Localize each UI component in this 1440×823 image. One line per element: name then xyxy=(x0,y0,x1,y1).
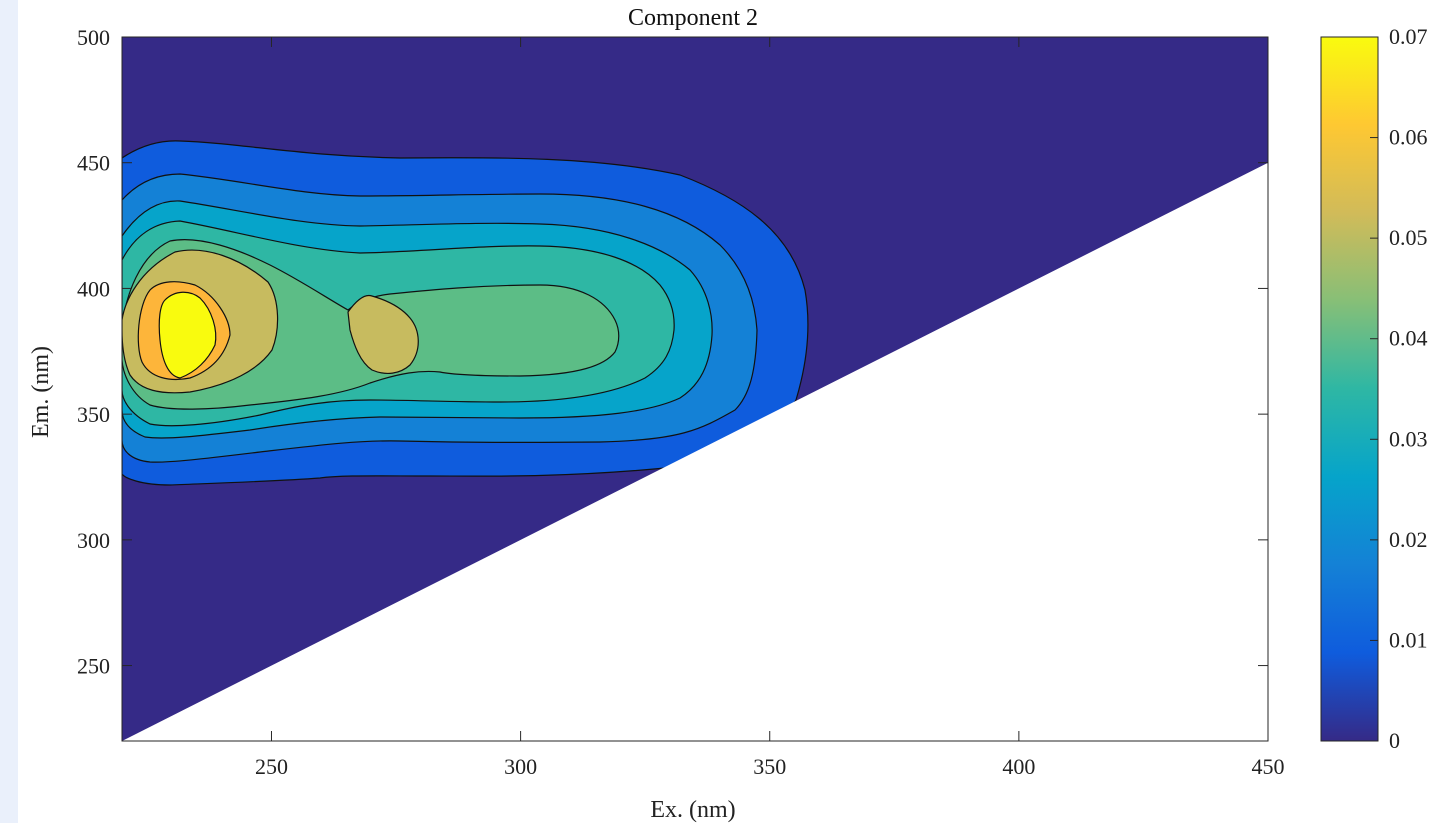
plot-frame xyxy=(121,36,1269,742)
no-data-mask-triangle xyxy=(122,162,1268,741)
x-tick-label: 350 xyxy=(753,754,786,779)
colorbar: 0 0.01 0.02 0.03 0.04 0.05 0.06 0.07 xyxy=(1320,24,1428,753)
y-tick-label: 400 xyxy=(77,276,110,301)
colorbar-ticks: 0 0.01 0.02 0.03 0.04 0.05 0.06 0.07 xyxy=(1370,24,1428,753)
colorbar-tick-label: 0.01 xyxy=(1389,627,1428,652)
colorbar-tick-label: 0.02 xyxy=(1389,527,1428,552)
contour-band-level-6 xyxy=(347,294,419,375)
left-margin-strip xyxy=(0,0,18,823)
x-tick-label: 400 xyxy=(1002,754,1035,779)
y-axis: 250 300 350 400 450 500 xyxy=(77,25,1268,679)
y-axis-label: Em. (nm) xyxy=(28,346,54,438)
colorbar-gradient xyxy=(1320,36,1379,742)
contour-band-level-8 xyxy=(158,291,217,379)
colorbar-tick-label: 0.03 xyxy=(1389,426,1428,451)
colorbar-tick-label: 0.04 xyxy=(1389,326,1428,351)
y-tick-label: 300 xyxy=(77,528,110,553)
x-tick-label: 450 xyxy=(1252,754,1285,779)
x-axis-label: Ex. (nm) xyxy=(650,797,735,823)
colorbar-tick-label: 0.07 xyxy=(1389,24,1428,49)
x-tick-label: 250 xyxy=(255,754,288,779)
chart-title: Component 2 xyxy=(628,5,758,31)
y-tick-label: 250 xyxy=(77,654,110,679)
contour-fills xyxy=(122,140,809,486)
colorbar-tick-label: 0.05 xyxy=(1389,225,1428,250)
colorbar-tick-label: 0.06 xyxy=(1389,125,1428,150)
y-tick-label: 450 xyxy=(77,151,110,176)
x-tick-label: 300 xyxy=(504,754,537,779)
x-axis: 250 300 350 400 450 xyxy=(255,37,1285,779)
y-tick-label: 350 xyxy=(77,402,110,427)
y-tick-label: 500 xyxy=(77,25,110,50)
colorbar-tick-label: 0 xyxy=(1389,728,1400,753)
